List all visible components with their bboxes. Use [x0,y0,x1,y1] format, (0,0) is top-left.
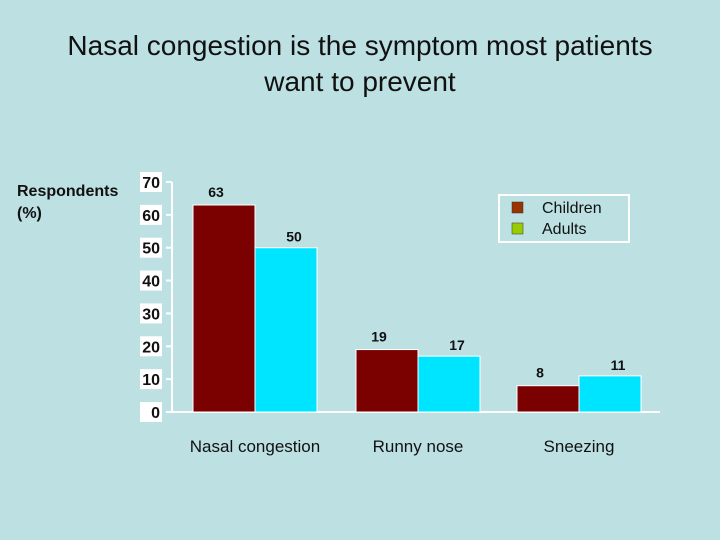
data-label-adults-1: 17 [449,337,465,353]
bar-children-0 [192,204,256,413]
y-tick-label: 30 [142,306,160,323]
y-tick-label: 50 [142,241,160,258]
data-label-children-1: 19 [371,329,387,345]
y-tick-label: 0 [151,405,160,422]
data-label-adults-2: 11 [611,357,626,373]
y-axis-label-line-2: (%) [17,205,42,222]
y-tick-label: 60 [142,208,160,225]
legend-label-children: Children [542,200,602,217]
data-label-adults-0: 50 [286,229,302,245]
data-label-children-2: 8 [536,365,544,381]
y-tick-label: 20 [142,339,160,356]
y-tick-box [140,172,162,192]
chart-title-line-1: Nasal congestion is the symptom most pat… [67,30,653,61]
y-tick-box [140,237,162,258]
bar-children-2 [516,385,580,413]
y-tick-box [140,303,162,324]
y-axis-label-line-1: Respondents [17,183,119,200]
x-tick-label: Runny nose [373,437,464,456]
chart-title-line-2: want to prevent [264,66,456,97]
y-tick-label: 10 [142,372,160,389]
bar-adults-0 [254,247,318,413]
x-tick-label: Nasal congestion [190,437,320,456]
y-axis-label: Respondents (%) [17,181,118,225]
bar-children-1 [355,349,419,413]
chart-title: Nasal congestion is the symptom most pat… [0,28,720,100]
y-tick-label: 40 [142,274,160,291]
y-tick-label: 70 [142,175,160,192]
data-label-children-0: 63 [208,184,224,200]
y-tick-box [140,402,162,422]
legend-label-adults: Adults [542,221,586,238]
y-tick-box [140,369,162,390]
legend-swatch-children [511,201,524,214]
legend-swatch-adults [511,222,524,235]
bar-adults-1 [417,355,481,413]
y-tick-box [140,204,162,225]
y-tick-box [140,336,162,357]
bar-adults-2 [578,375,642,413]
y-tick-box [140,270,162,291]
x-tick-label: Sneezing [544,437,615,456]
